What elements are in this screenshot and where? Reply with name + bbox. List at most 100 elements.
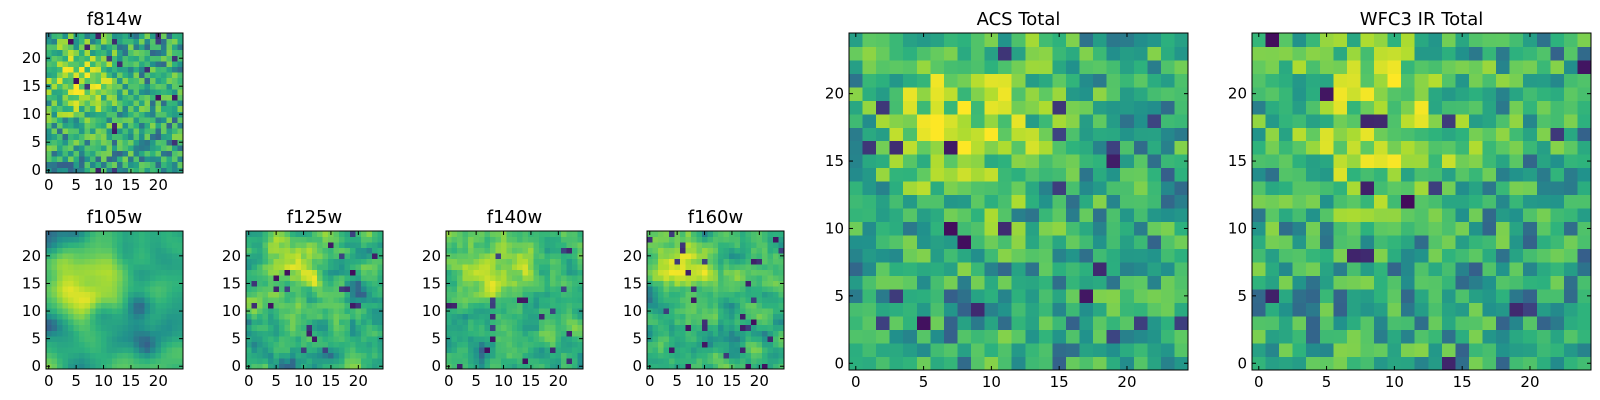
heatmap-cell — [1147, 343, 1162, 357]
heatmap-cell — [317, 280, 324, 287]
heatmap-cell — [1577, 154, 1592, 169]
heatmap-cell — [155, 346, 162, 353]
heatmap-cell — [122, 231, 129, 237]
heatmap-cell — [89, 61, 96, 67]
heatmap-cell — [172, 156, 178, 163]
heatmap-cell — [361, 275, 367, 282]
heatmap-cell — [456, 341, 463, 348]
heatmap-cell — [517, 253, 524, 259]
heatmap-cell — [1265, 113, 1280, 128]
heatmap-cell — [155, 89, 162, 95]
x-tick-label: 20 — [750, 372, 769, 390]
heatmap-cell — [1306, 181, 1321, 196]
heatmap-cell — [862, 86, 877, 101]
heatmap-cell — [284, 236, 291, 243]
heatmap-cell — [1360, 235, 1375, 250]
heatmap-cell — [172, 44, 178, 51]
heatmap-cell — [300, 308, 307, 315]
heatmap-cell — [1509, 100, 1524, 115]
heatmap-cell — [657, 286, 664, 293]
heatmap-cell — [62, 236, 69, 243]
heatmap-cell — [712, 346, 719, 353]
heatmap-cell — [139, 139, 146, 146]
heatmap-cell — [1025, 33, 1040, 47]
heatmap-cell — [1563, 127, 1578, 142]
heatmap-cell — [674, 280, 681, 287]
heatmap-cell — [289, 346, 296, 353]
heatmap-cell — [767, 275, 774, 282]
heatmap-cell — [100, 291, 107, 298]
heatmap-cell — [561, 236, 567, 243]
heatmap-cell — [506, 319, 513, 326]
heatmap-cell — [67, 269, 74, 276]
y-tick-label: 20 — [22, 247, 41, 265]
heatmap-cell — [106, 161, 113, 168]
heatmap-cell — [756, 302, 763, 309]
heatmap-cell — [166, 150, 173, 157]
heatmap-cell — [657, 308, 664, 315]
heatmap-cell — [144, 128, 151, 135]
heatmap-cell — [89, 83, 96, 90]
heatmap-cell — [876, 86, 891, 101]
heatmap-cell — [712, 275, 719, 282]
heatmap-cell — [177, 236, 184, 243]
heatmap-cell — [1536, 181, 1551, 196]
heatmap-cell — [1025, 356, 1040, 371]
heatmap-cell — [89, 335, 96, 342]
heatmap-cell — [1052, 167, 1067, 182]
heatmap-cell — [903, 329, 918, 344]
heatmap-cell — [1147, 208, 1162, 223]
heatmap-cell — [484, 258, 491, 265]
y-tick-label: 0 — [31, 161, 41, 179]
heatmap-cell — [745, 269, 752, 276]
heatmap-cell — [957, 221, 972, 236]
heatmap-cell — [306, 357, 313, 364]
heatmap-cell — [111, 77, 118, 84]
heatmap-cell — [1265, 235, 1280, 250]
heatmap-cell — [1374, 248, 1388, 263]
heatmap-cell — [517, 297, 524, 304]
heatmap-cell — [1079, 127, 1094, 142]
heatmap-cell — [89, 161, 96, 168]
heatmap-cell — [957, 343, 972, 357]
heatmap-cell — [984, 181, 999, 196]
heatmap-cell — [1401, 235, 1416, 250]
heatmap-cell — [344, 236, 351, 243]
heatmap-cell — [446, 242, 452, 248]
heatmap-cell — [903, 154, 918, 169]
heatmap-cell — [652, 291, 659, 298]
heatmap-cell — [957, 86, 972, 101]
heatmap-cell — [177, 117, 184, 123]
heatmap-cell — [262, 302, 269, 309]
heatmap-cell — [957, 154, 972, 169]
x-tick-label: 15 — [121, 372, 140, 390]
heatmap-cell — [73, 308, 80, 315]
heatmap-cell — [56, 100, 63, 107]
heatmap-cell — [155, 122, 162, 129]
heatmap-cell — [284, 275, 291, 282]
heatmap-cell — [67, 302, 74, 309]
heatmap-cell — [1174, 33, 1189, 47]
heatmap-cell — [122, 117, 129, 123]
heatmap-cell — [916, 167, 931, 182]
heatmap-cell — [95, 133, 102, 140]
heatmap-cell — [289, 231, 296, 237]
heatmap-cell — [1252, 343, 1266, 357]
heatmap-cell — [117, 258, 124, 265]
heatmap-cell — [544, 330, 551, 337]
heatmap-cell — [150, 275, 156, 282]
heatmap-cell — [355, 319, 362, 326]
heatmap-cell — [100, 286, 107, 293]
heatmap-cell — [1414, 221, 1429, 236]
heatmap-cell — [89, 38, 96, 45]
heatmap-cell — [139, 346, 146, 353]
heatmap-cell — [484, 302, 491, 309]
heatmap-cell — [89, 111, 96, 118]
heatmap-cell — [745, 286, 752, 293]
heatmap-cell — [89, 346, 96, 353]
heatmap-cell — [484, 280, 491, 287]
heatmap-cell — [1360, 59, 1375, 74]
heatmap-cell — [1468, 262, 1483, 277]
heatmap-cell — [251, 242, 258, 248]
heatmap-cell — [111, 122, 118, 129]
